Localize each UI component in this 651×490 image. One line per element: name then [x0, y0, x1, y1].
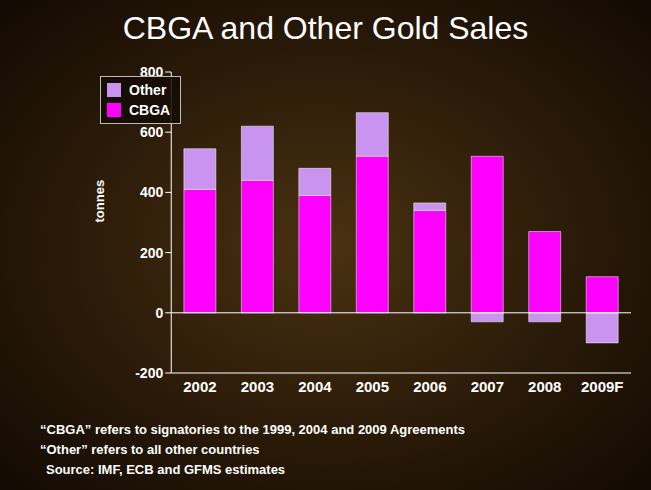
svg-text:2005: 2005 — [356, 378, 389, 395]
html-text:“Other” refers to all other co: “Other” refers to all other countries — [40, 442, 260, 457]
svg-text:200: 200 — [140, 245, 164, 261]
svg-text:800: 800 — [140, 64, 164, 80]
svg-text:2007: 2007 — [471, 378, 504, 395]
html-text:Other: Other — [129, 82, 167, 98]
html-text:CBGA and Other Gold Sales: CBGA and Other Gold Sales — [122, 10, 529, 46]
svg-text:tonnes: tonnes — [92, 180, 107, 223]
html-text:CBGA: CBGA — [129, 102, 171, 118]
svg-text:2008: 2008 — [528, 378, 561, 395]
svg-text:2004: 2004 — [298, 378, 332, 395]
svg-text:-200: -200 — [135, 365, 163, 381]
svg-text:400: 400 — [140, 184, 164, 200]
svg-text:2003: 2003 — [241, 378, 274, 395]
svg-text:600: 600 — [140, 124, 164, 140]
html-text:Source: IMF, ECB and GFMS esti: Source: IMF, ECB and GFMS estimates — [46, 462, 286, 477]
svg-text:2006: 2006 — [413, 378, 446, 395]
svg-text:0: 0 — [155, 305, 163, 321]
svg-text:2009F: 2009F — [581, 378, 624, 395]
svg-text:2002: 2002 — [183, 378, 216, 395]
html-text:“CBGA” refers to signatories t: “CBGA” refers to signatories to the 1999… — [40, 422, 466, 437]
